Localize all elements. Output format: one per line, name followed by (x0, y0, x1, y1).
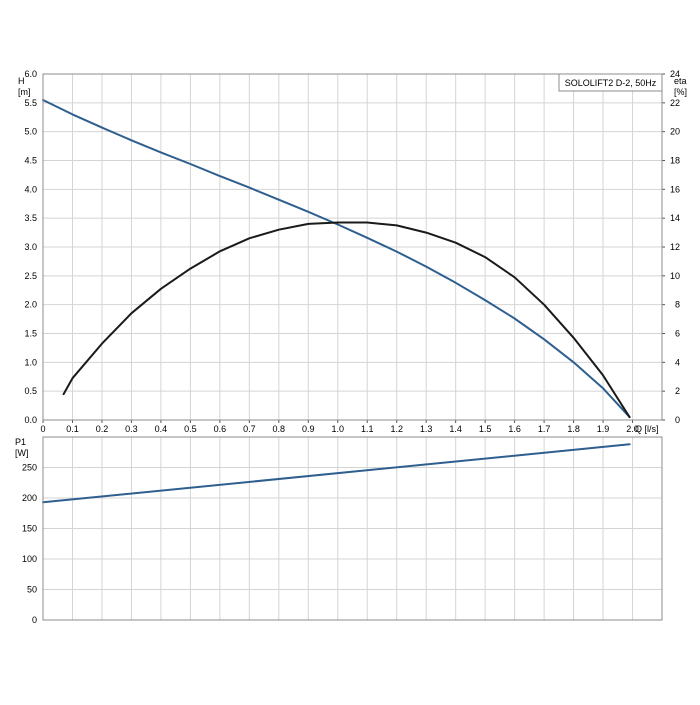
y-power-tick-label: 50 (27, 585, 37, 595)
bottom-plot-frame (42, 436, 663, 621)
y-power-tick-label: 150 (22, 524, 37, 534)
y-right-tick-label: 8 (675, 300, 680, 310)
y-right-tick-label: 10 (670, 271, 680, 281)
y-right-tick-label: 14 (670, 213, 680, 223)
x-tick-label: 1.6 (508, 424, 521, 434)
y-right-tick-label: 6 (675, 329, 680, 339)
x-tick-label: 0.4 (155, 424, 168, 434)
y-left-tick-label: 1.5 (24, 329, 37, 339)
y-axis-power-label-unit: [W] (15, 448, 29, 458)
y-left-tick-label: 3.5 (24, 213, 37, 223)
x-tick-label: 0.6 (214, 424, 227, 434)
x-tick-label: 1.1 (361, 424, 374, 434)
series-line-top-0 (42, 99, 631, 419)
y-right-tick-label: 18 (670, 156, 680, 166)
x-tick-label: 0.3 (125, 424, 138, 434)
x-tick-label: 0.9 (302, 424, 315, 434)
y-right-tick-label: 0 (675, 415, 680, 425)
y-left-tick-label: 2.0 (24, 300, 37, 310)
series-line-top-1 (62, 221, 631, 419)
y-left-tick-label: 0.5 (24, 386, 37, 396)
x-tick-label: 1.8 (567, 424, 580, 434)
y-left-tick-label: 4.5 (24, 156, 37, 166)
y-axis-power-label-name: P1 (15, 437, 26, 447)
y-axis-left-label-unit: [m] (18, 87, 31, 97)
y-left-tick-label: 5.5 (24, 98, 37, 108)
y-axis-right-label-unit: [%] (674, 87, 687, 97)
x-tick-label: 0.1 (66, 424, 79, 434)
x-tick-label: 1.2 (390, 424, 403, 434)
legend-box-label: SOLOLIFT2 D-2, 50Hz (565, 78, 657, 88)
x-tick-label: 0.8 (273, 424, 286, 434)
y-left-tick-label: 1.0 (24, 357, 37, 367)
x-tick-label: 0.2 (96, 424, 109, 434)
y-right-tick-label: 2 (675, 386, 680, 396)
x-tick-label: 1.5 (479, 424, 492, 434)
y-power-tick-label: 100 (22, 554, 37, 564)
x-tick-label: 1.7 (538, 424, 551, 434)
axis-tick-labels: 0 0.1 0.2 0.3 0.4 0.5 0.6 0.7 0.8 0.9 1.0 1.1 1.2 1.3… (22, 69, 680, 625)
y-right-tick-label: 12 (670, 242, 680, 252)
y-right-tick-label: 22 (670, 98, 680, 108)
y-power-tick-label: 0 (32, 615, 37, 625)
y-axis-right-label-name: eta (674, 76, 687, 86)
y-left-tick-label: 2.5 (24, 271, 37, 281)
legend-box: SOLOLIFT2 D-2, 50Hz (558, 73, 663, 92)
legend-box-border (558, 73, 663, 92)
y-left-tick-label: 6.0 (24, 69, 37, 79)
x-tick-label: 0 (40, 424, 45, 434)
x-tick-label: 2.0 (626, 424, 639, 434)
top-plot-grid (43, 73, 662, 420)
y-left-tick-label: 0.0 (24, 415, 37, 425)
y-power-tick-label: 250 (22, 463, 37, 473)
y-right-tick-label: 24 (670, 69, 680, 79)
y-right-tick-label: 4 (675, 357, 680, 367)
x-tick-label: 1.3 (420, 424, 433, 434)
y-right-tick-label: 16 (670, 184, 680, 194)
bottom-plot-grid (43, 436, 662, 620)
x-tick-label: 0.7 (243, 424, 256, 434)
x-tick-label: 1.4 (449, 424, 462, 434)
x-tick-label: 0.5 (184, 424, 197, 434)
y-axis-left-label-name: H (18, 76, 25, 86)
x-axis-label: Q [l/s] (635, 424, 659, 434)
top-plot-frame (42, 73, 663, 421)
series-lines (42, 99, 631, 504)
y-left-tick-label: 4.0 (24, 184, 37, 194)
y-left-tick-label: 3.0 (24, 242, 37, 252)
y-right-tick-label: 20 (670, 127, 680, 137)
x-tick-label: 1.0 (332, 424, 345, 434)
y-left-tick-label: 5.0 (24, 127, 37, 137)
x-tick-label: 1.9 (597, 424, 610, 434)
series-line-bottom-0 (42, 443, 631, 504)
y-power-tick-label: 200 (22, 493, 37, 503)
